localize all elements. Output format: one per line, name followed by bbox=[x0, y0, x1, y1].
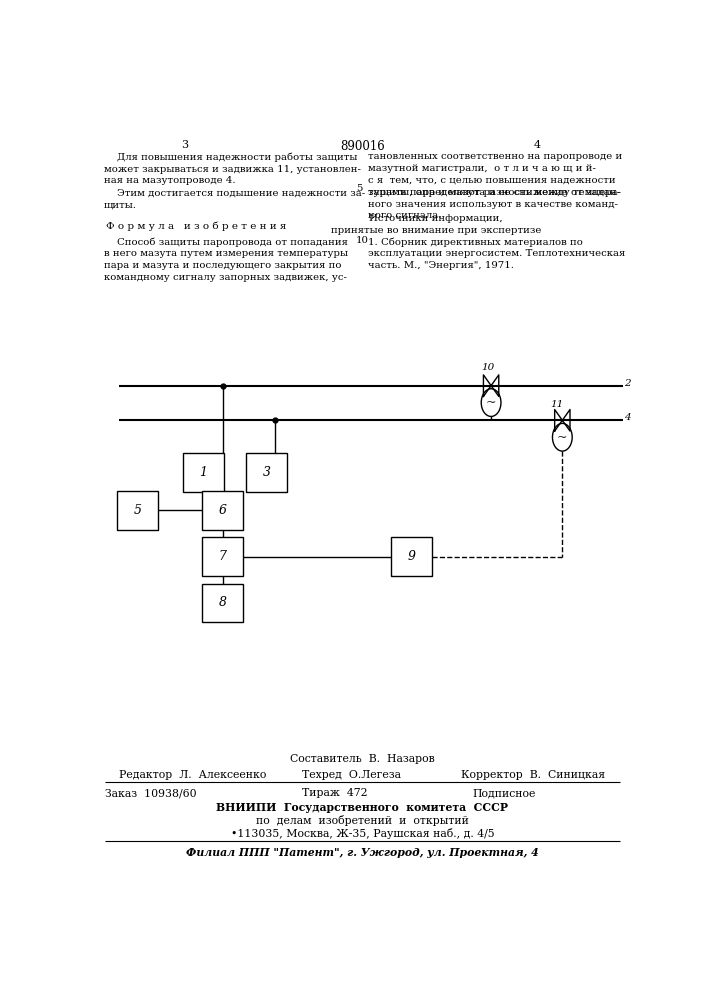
Text: Способ защиты паропровода от попадания
в него мазута путем измерения температуры: Способ защиты паропровода от попадания в… bbox=[104, 237, 348, 282]
Text: 1: 1 bbox=[199, 466, 207, 479]
Text: ~: ~ bbox=[486, 396, 496, 409]
Text: Подписное: Подписное bbox=[472, 788, 535, 798]
Text: 11: 11 bbox=[550, 400, 563, 409]
Text: 1. Сборник директивных материалов по
эксплуатации энергосистем. Теплотехническая: 1. Сборник директивных материалов по экс… bbox=[368, 237, 625, 270]
Text: принятые во внимание при экспертизе: принятые во внимание при экспертизе bbox=[331, 226, 542, 235]
Text: 10: 10 bbox=[481, 363, 495, 372]
Text: Корректор  В.  Синицкая: Корректор В. Синицкая bbox=[461, 770, 605, 780]
Text: Тираж  472: Тираж 472 bbox=[302, 788, 368, 798]
Text: ~: ~ bbox=[557, 431, 568, 444]
Bar bbox=[202, 491, 243, 530]
Circle shape bbox=[552, 423, 572, 451]
Circle shape bbox=[481, 389, 501, 416]
Text: 6: 6 bbox=[218, 504, 227, 517]
Text: 5: 5 bbox=[134, 504, 141, 517]
Text: 10: 10 bbox=[356, 236, 368, 245]
Text: 9: 9 bbox=[408, 550, 416, 563]
Text: 8: 8 bbox=[218, 596, 227, 609]
Text: Редактор  Л.  Алексеенко: Редактор Л. Алексеенко bbox=[119, 770, 266, 780]
Text: Заказ  10938/60: Заказ 10938/60 bbox=[105, 788, 197, 798]
Bar bbox=[246, 453, 287, 492]
Text: Составитель  В.  Назаров: Составитель В. Назаров bbox=[290, 754, 435, 764]
Bar bbox=[391, 537, 432, 576]
Text: Техред  О.Легеза: Техред О.Легеза bbox=[302, 770, 401, 780]
Bar bbox=[202, 537, 243, 576]
Text: 4: 4 bbox=[624, 413, 631, 422]
Text: 5: 5 bbox=[356, 184, 362, 193]
Text: 3: 3 bbox=[262, 466, 271, 479]
Text: Источники информации,: Источники информации, bbox=[370, 214, 503, 223]
Text: тановленных соответственно на паропроводе и
мазутной магистрали,  о т л и ч а ю : тановленных соответственно на паропровод… bbox=[368, 152, 622, 197]
Text: 2: 2 bbox=[624, 379, 631, 388]
Bar bbox=[117, 491, 158, 530]
Text: Ф о р м у л а   и з о б р е т е н и я: Ф о р м у л а и з о б р е т е н и я bbox=[107, 222, 287, 231]
Text: ВНИИПИ  Государственного  комитета  СССР: ВНИИПИ Государственного комитета СССР bbox=[216, 802, 508, 813]
Text: 4: 4 bbox=[534, 140, 542, 150]
Text: Для повышения надежности работы защиты
может закрываться и задвижка 11, установл: Для повышения надежности работы защиты м… bbox=[104, 152, 365, 209]
Bar bbox=[183, 453, 224, 492]
Bar bbox=[202, 584, 243, 622]
Text: •113035, Москва, Ж-35, Раушская наб., д. 4/5: •113035, Москва, Ж-35, Раушская наб., д.… bbox=[230, 828, 494, 839]
Text: Филиал ППП "Патент", г. Ужгород, ул. Проектная, 4: Филиал ППП "Патент", г. Ужгород, ул. Про… bbox=[186, 847, 539, 858]
Text: турами пара и мазута и ее снижение от задан-
ного значения используют в качестве: турами пара и мазута и ее снижение от за… bbox=[368, 188, 620, 220]
Text: 3: 3 bbox=[181, 140, 188, 150]
Text: по  делам  изобретений  и  открытий: по делам изобретений и открытий bbox=[256, 815, 469, 826]
Text: 890016: 890016 bbox=[340, 140, 385, 153]
Text: 7: 7 bbox=[218, 550, 227, 563]
